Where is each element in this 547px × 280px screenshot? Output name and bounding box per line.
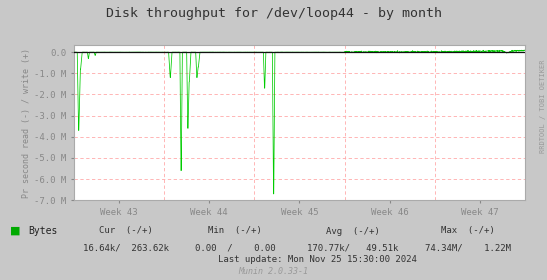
Text: Cur  (-/+): Cur (-/+) <box>99 227 153 235</box>
Text: Munin 2.0.33-1: Munin 2.0.33-1 <box>238 267 309 276</box>
Text: 16.64k/  263.62k: 16.64k/ 263.62k <box>83 243 169 252</box>
Text: Disk throughput for /dev/loop44 - by month: Disk throughput for /dev/loop44 - by mon… <box>106 7 441 20</box>
Y-axis label: Pr second read (-) / write (+): Pr second read (-) / write (+) <box>22 48 31 197</box>
Text: Last update: Mon Nov 25 15:30:00 2024: Last update: Mon Nov 25 15:30:00 2024 <box>218 255 417 264</box>
Text: Avg  (-/+): Avg (-/+) <box>326 227 380 235</box>
Text: 74.34M/    1.22M: 74.34M/ 1.22M <box>424 243 511 252</box>
Text: Max  (-/+): Max (-/+) <box>441 227 494 235</box>
Text: RRDTOOL / TOBI OETIKER: RRDTOOL / TOBI OETIKER <box>540 60 546 153</box>
Text: Bytes: Bytes <box>28 226 58 236</box>
Text: ■: ■ <box>10 226 20 236</box>
Text: Min  (-/+): Min (-/+) <box>208 227 262 235</box>
Text: 170.77k/   49.51k: 170.77k/ 49.51k <box>307 243 399 252</box>
Text: 0.00  /    0.00: 0.00 / 0.00 <box>195 243 276 252</box>
